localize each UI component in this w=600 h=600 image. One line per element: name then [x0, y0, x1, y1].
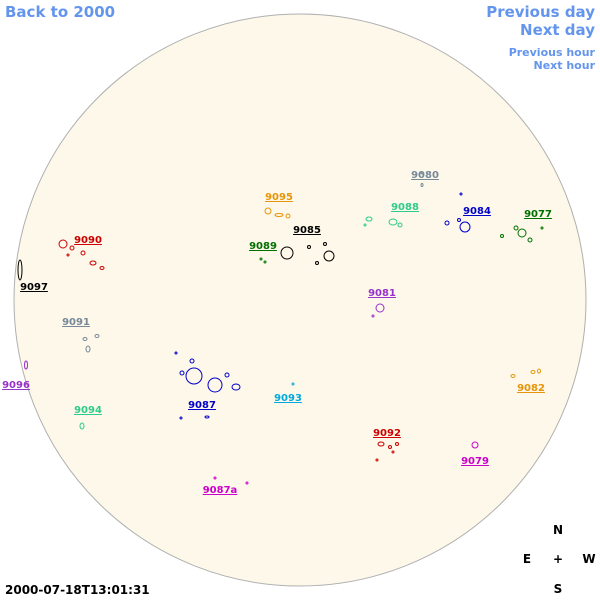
previous-day-link[interactable]: Previous day: [486, 3, 595, 21]
sunspot-contour: [530, 370, 536, 374]
sunspot-contour: [323, 250, 335, 262]
previous-hour-link[interactable]: Previous hour: [509, 46, 596, 59]
sunspot-contour: [291, 382, 295, 386]
sunspot-contour: [185, 367, 203, 385]
next-hour-link[interactable]: Next hour: [534, 59, 596, 72]
sunspot-contour: [395, 442, 399, 446]
region-label[interactable]: 9091: [62, 317, 90, 328]
sunspot-contour: [99, 266, 105, 270]
compass-east: E: [523, 552, 531, 566]
sunspot-contour: [89, 260, 97, 266]
region-label[interactable]: 9079: [461, 456, 489, 467]
sunspot-contour: [213, 476, 217, 480]
region-label[interactable]: 9088: [391, 202, 419, 213]
sunspot-contour: [513, 225, 519, 231]
sunspot-contour: [263, 260, 267, 264]
region-label[interactable]: 9087a: [203, 485, 238, 496]
sunspot-contour: [457, 218, 461, 222]
sunspot-contour: [280, 246, 294, 260]
region-label[interactable]: 9081: [368, 288, 396, 299]
sunspot-contour: [540, 226, 544, 230]
sunspot-contour: [375, 458, 379, 462]
sunspot-contour: [537, 368, 541, 374]
sunspot-contour: [231, 383, 241, 391]
region-label[interactable]: 9094: [74, 405, 102, 416]
sunspot-contour: [174, 351, 178, 355]
sunspot-contour: [388, 218, 398, 226]
sunspot-contour: [85, 345, 91, 353]
sunspot-contour: [391, 450, 395, 454]
region-label[interactable]: 9077: [524, 209, 552, 220]
region-label[interactable]: 9096: [2, 380, 30, 391]
sunspot-contour: [94, 334, 100, 338]
sunspot-contour: [459, 192, 463, 196]
sunspot-contour: [307, 245, 311, 249]
sunspot-contour: [189, 358, 195, 364]
sunspot-contour: [471, 441, 479, 449]
sunspot-contour: [527, 237, 533, 243]
sunspot-contour: [420, 183, 424, 187]
sunspot-contour: [79, 422, 85, 430]
sunspot-contour: [363, 223, 367, 227]
sunspot-contour: [179, 416, 183, 420]
sunspot-contour: [204, 415, 210, 419]
sunspot-contour: [245, 481, 249, 485]
back-link[interactable]: Back to 2000: [5, 3, 115, 21]
sunspot-contour: [285, 213, 291, 219]
region-label[interactable]: 9092: [373, 428, 401, 439]
sunspot-contour: [377, 441, 385, 447]
region-label[interactable]: 9095: [265, 192, 293, 203]
region-label[interactable]: 9093: [274, 393, 302, 404]
sunspot-contour: [420, 171, 424, 175]
sunspot-contour: [510, 374, 516, 378]
sunspot-contour: [80, 250, 86, 256]
sunspot-contour: [388, 445, 392, 449]
sunspot-contour: [179, 370, 185, 376]
sunspot-contour: [24, 360, 28, 370]
sunspot-contour: [397, 222, 403, 228]
sunspot-contour: [274, 213, 284, 217]
sunspot-contour: [500, 234, 504, 238]
sunspot-contour: [207, 377, 223, 393]
region-label[interactable]: 9089: [249, 241, 277, 252]
region-label[interactable]: 9080: [411, 170, 439, 181]
sunspot-contour: [517, 228, 527, 238]
sunspot-contour: [58, 239, 68, 249]
sunspot-contour: [264, 207, 272, 215]
compass-south: S: [554, 582, 563, 596]
next-day-link[interactable]: Next day: [520, 21, 595, 39]
sunspot-contour: [17, 259, 23, 281]
sunspot-contour: [259, 257, 263, 261]
sunspot-contour: [371, 314, 375, 318]
region-label[interactable]: 9085: [293, 225, 321, 236]
compass-north: N: [553, 523, 563, 537]
sunspot-contour: [375, 303, 385, 313]
sunspot-contour: [459, 221, 471, 233]
sunspot-contour: [66, 253, 70, 257]
timestamp: 2000-07-18T13:01:31: [5, 583, 150, 597]
sunspot-contour: [323, 242, 327, 246]
region-label[interactable]: 9084: [463, 206, 491, 217]
sunspot-contour: [69, 245, 75, 251]
region-label[interactable]: 9087: [188, 400, 216, 411]
region-label[interactable]: 9097: [20, 282, 48, 293]
sunspot-contour: [315, 261, 319, 265]
sunspot-contour: [82, 337, 88, 341]
region-label[interactable]: 9090: [74, 235, 102, 246]
sunspot-contour: [365, 216, 373, 222]
region-label[interactable]: 9082: [517, 383, 545, 394]
sunspot-contour: [444, 220, 450, 226]
compass-west: W: [582, 552, 595, 566]
solar-disk: [13, 13, 587, 587]
compass-center: +: [553, 552, 563, 566]
sunspot-contour: [224, 372, 230, 378]
